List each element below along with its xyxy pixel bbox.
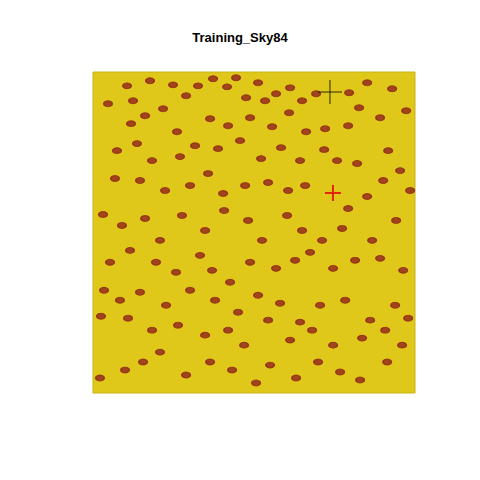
svg-text:Training_Sky84: Training_Sky84: [192, 30, 288, 45]
